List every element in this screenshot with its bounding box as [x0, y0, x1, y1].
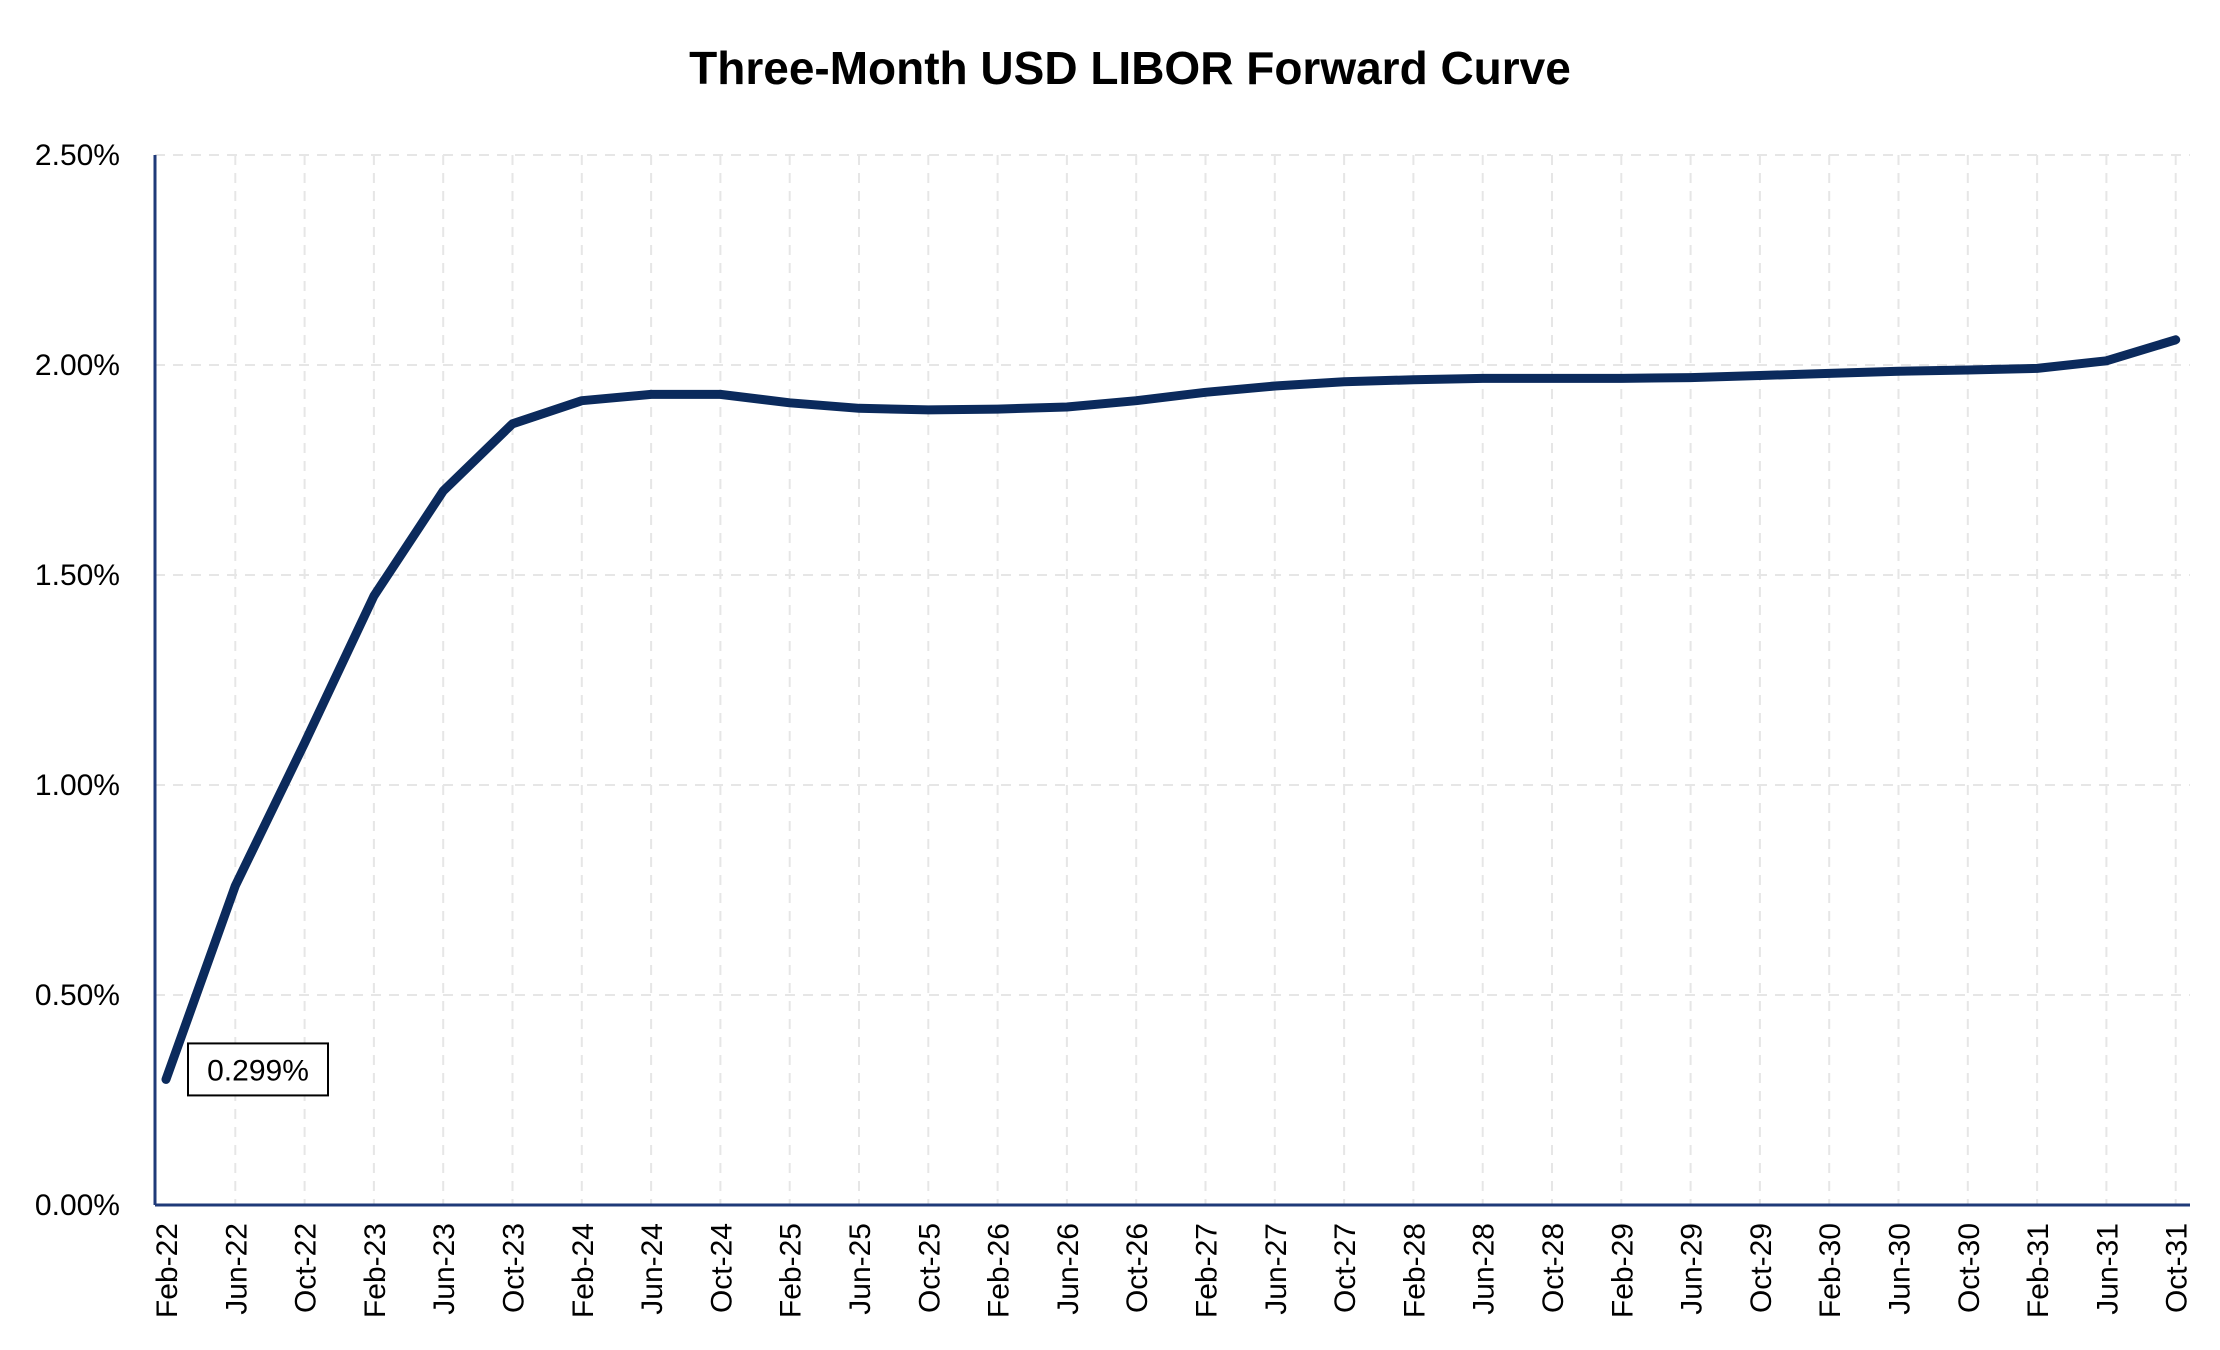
x-tick-label: Feb-28 [1398, 1223, 1431, 1318]
y-tick-label: 0.00% [35, 1189, 120, 1222]
x-tick-label: Jun-24 [636, 1223, 669, 1315]
y-tick-label: 0.50% [35, 979, 120, 1012]
x-tick-label: Feb-26 [983, 1223, 1016, 1318]
x-tick-label: Feb-31 [2022, 1223, 2055, 1318]
y-axis-tick-labels: 0.00% 0.50% 1.00% 1.50% 2.00% 2.50% [35, 139, 120, 1222]
x-tick-label: Jun-31 [2091, 1223, 2124, 1315]
axes [153, 155, 2190, 1207]
x-tick-label: Oct-26 [1121, 1223, 1154, 1313]
x-tick-label: Feb-24 [567, 1223, 600, 1318]
y-tick-label: 2.50% [35, 139, 120, 172]
x-tick-label: Jun-30 [1884, 1223, 1917, 1315]
x-tick-label: Feb-23 [359, 1223, 392, 1318]
y-tick-label: 1.50% [35, 559, 120, 592]
x-tick-label: Oct-25 [913, 1223, 946, 1313]
chart-title: Three-Month USD LIBOR Forward Curve [689, 42, 1571, 94]
x-tick-label: Feb-22 [151, 1223, 184, 1318]
x-tick-label: Oct-28 [1537, 1223, 1570, 1313]
x-tick-label: Jun-23 [428, 1223, 461, 1315]
annotations: 0.299% [187, 1042, 329, 1097]
x-tick-label: Oct-22 [290, 1223, 323, 1313]
x-tick-label: Jun-28 [1468, 1223, 1501, 1315]
x-tick-label: Feb-27 [1191, 1223, 1224, 1318]
x-axis-tick-labels: Feb-22 Jun-22 Oct-22 Feb-23 Jun-23 Oct-23 Feb-… [151, 1223, 2194, 1318]
x-tick-label: Feb-29 [1606, 1223, 1639, 1318]
x-tick-label: Oct-29 [1745, 1223, 1778, 1313]
x-tick-label: Feb-25 [775, 1223, 808, 1318]
x-tick-label: Oct-27 [1329, 1223, 1362, 1313]
x-tick-label: Jun-25 [844, 1223, 877, 1315]
y-tick-label: 1.00% [35, 769, 120, 802]
series-group [161, 335, 2181, 1084]
x-tick-label: Oct-30 [1953, 1223, 1986, 1313]
x-tick-label: Jun-26 [1052, 1223, 1085, 1315]
y-tick-label: 2.00% [35, 349, 120, 382]
x-tick-label: Feb-30 [1814, 1223, 1847, 1318]
series-line [161, 335, 2181, 1084]
x-tick-label: Oct-31 [2161, 1223, 2194, 1313]
x-tick-label: Jun-27 [1260, 1223, 1293, 1315]
data-label: 0.299% [207, 1054, 309, 1087]
grid-lines [155, 154, 2190, 1205]
x-tick-label: Oct-23 [498, 1223, 531, 1313]
x-tick-label: Jun-22 [220, 1223, 253, 1315]
x-tick-label: Oct-24 [705, 1223, 738, 1313]
x-tick-label: Jun-29 [1676, 1223, 1709, 1315]
data-label-box [187, 1042, 329, 1097]
